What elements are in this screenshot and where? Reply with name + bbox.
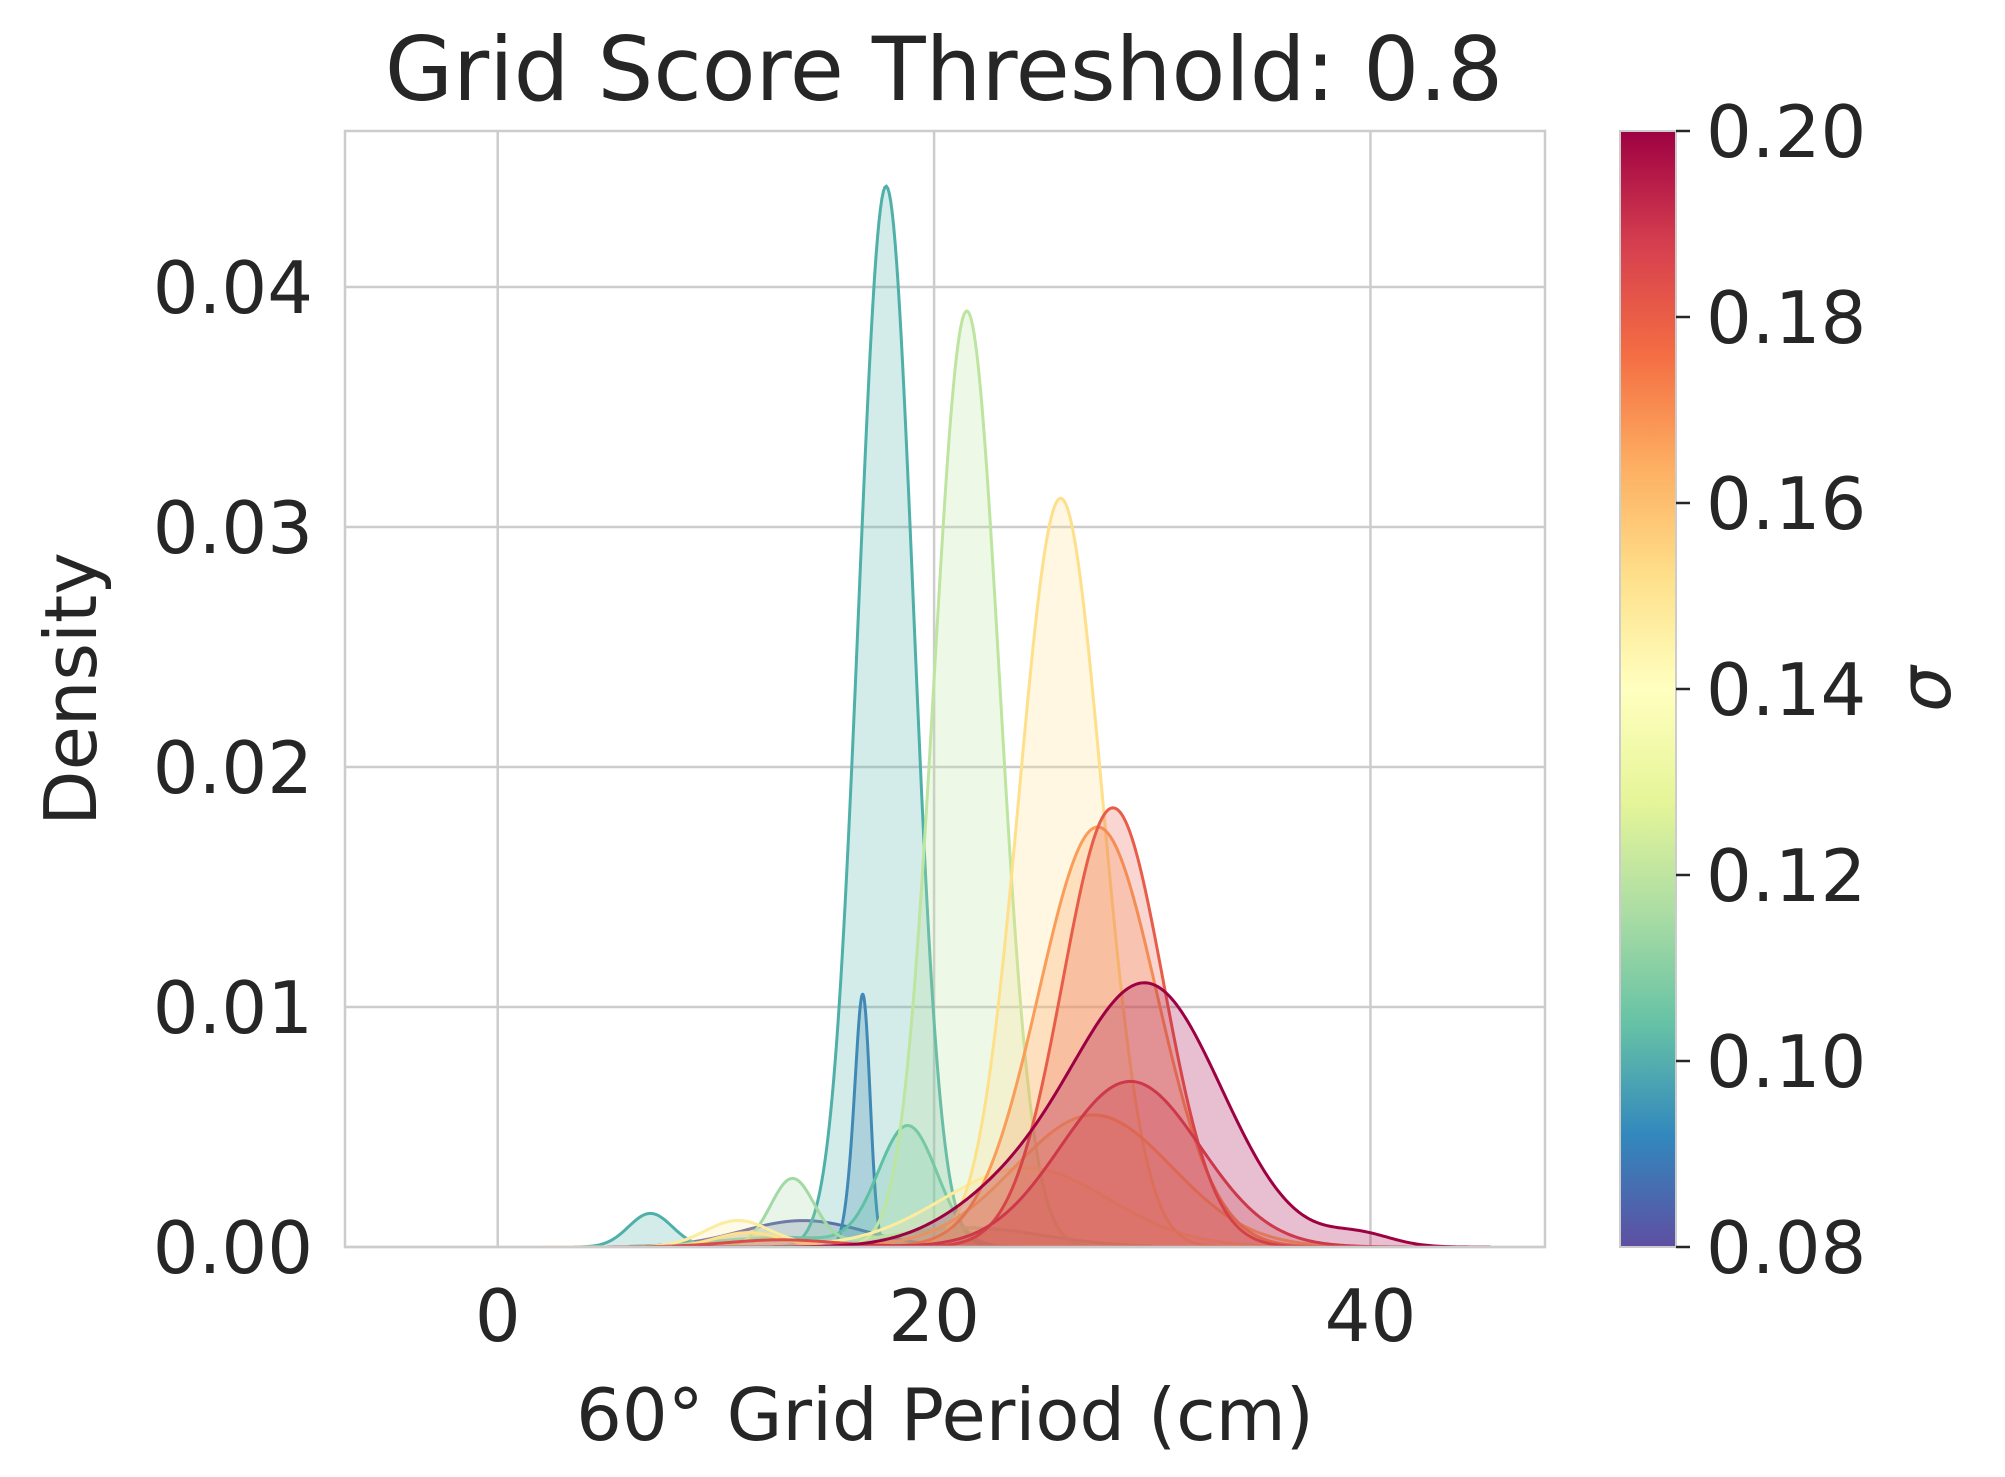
density-area-1: [825, 994, 902, 1247]
chart-title: Grid Score Threshold: 0.8: [385, 18, 1503, 121]
x-tick-label: 40: [1325, 1274, 1417, 1358]
x-axis-ticks: 0 20 40: [475, 1274, 1416, 1358]
density-series: [541, 184, 1491, 1247]
density-area-9: [715, 827, 1458, 1247]
colorbar-tick-label: 0.08: [1706, 1206, 1866, 1290]
density-area-2: [574, 186, 1044, 1247]
colorbar-tick-label: 0.12: [1706, 834, 1866, 918]
density-line-11: [606, 1079, 1458, 1247]
density-area-7: [541, 498, 1284, 1247]
density-area-6: [563, 1167, 1371, 1247]
density-area-12: [672, 982, 1491, 1247]
y-axis-label: Density: [29, 552, 113, 826]
y-tick-label: 0.04: [153, 246, 313, 330]
y-tick-label: 0.00: [153, 1206, 313, 1290]
x-axis-label: 60° Grid Period (cm): [576, 1373, 1314, 1457]
y-tick-label: 0.01: [153, 966, 313, 1050]
y-tick-label: 0.02: [153, 726, 313, 810]
density-area-10: [759, 807, 1436, 1247]
plot-frame: [343, 129, 1547, 1249]
density-line-2: [574, 184, 1044, 1247]
colorbar-tick-label: 0.18: [1706, 276, 1866, 360]
colorbar-ticks: 0.08 0.10 0.12 0.14 0.16 0.18 0.20: [1676, 90, 1866, 1290]
plot-area: [345, 131, 1545, 1247]
colorbar: [1619, 130, 1677, 1248]
density-area-5: [781, 311, 1175, 1247]
density-area-8: [715, 1115, 1436, 1247]
colorbar-tick-label: 0.14: [1706, 648, 1866, 732]
x-tick-label: 0: [475, 1274, 521, 1358]
colorbar-tick-label: 0.16: [1706, 462, 1866, 546]
y-tick-label: 0.03: [153, 486, 313, 570]
density-area-3: [628, 1125, 1109, 1247]
y-axis-ticks: 0.00 0.01 0.02 0.03 0.04: [153, 246, 313, 1290]
x-tick-label: 20: [888, 1274, 980, 1358]
colorbar-tick-label: 0.20: [1706, 90, 1866, 174]
colorbar-tick-label: 0.10: [1706, 1020, 1866, 1104]
colorbar-label: σ: [1883, 664, 1967, 712]
